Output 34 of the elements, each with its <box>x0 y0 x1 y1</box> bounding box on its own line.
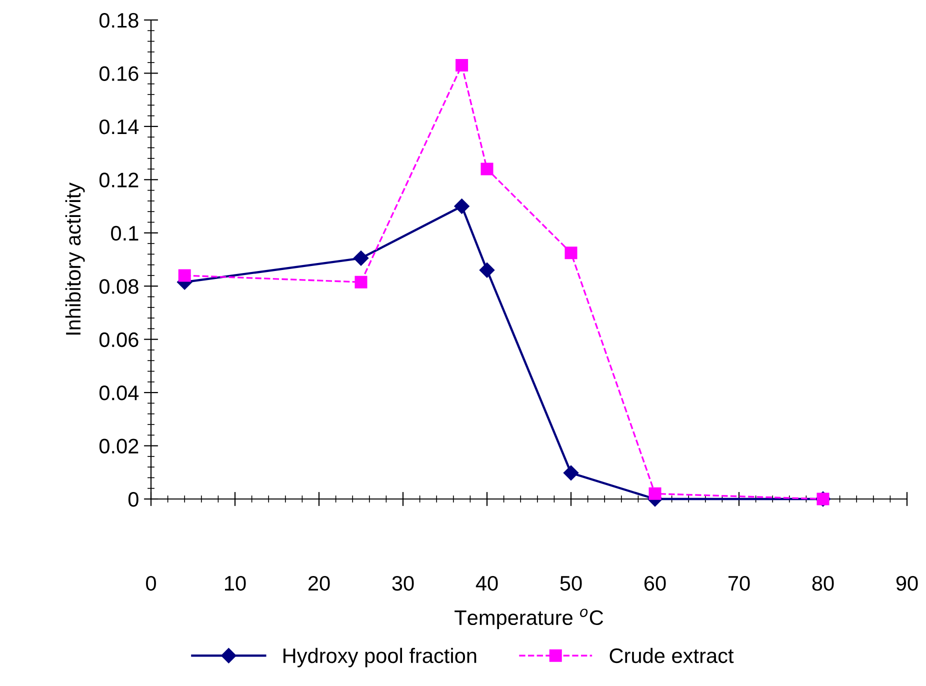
y-tick-label: 0.04 <box>99 386 139 400</box>
y-tick-label: 0.12 <box>99 172 138 188</box>
x-tick-label: 30 <box>392 576 414 591</box>
y-tick-label: 0.02 <box>99 438 138 454</box>
point <box>354 276 368 288</box>
y-tick-label: 0.14 <box>99 119 139 134</box>
point <box>353 250 369 266</box>
x-tick-label: 50 <box>560 576 582 591</box>
point <box>563 465 579 480</box>
legend-label: Crude extract <box>610 648 734 664</box>
x-tick-label: 0 <box>146 576 156 591</box>
x-tick-label: 60 <box>644 576 666 591</box>
x-tick-label: 20 <box>308 576 330 591</box>
x-tick-label: 80 <box>812 576 834 591</box>
point <box>178 269 191 282</box>
y-tick-label: 0.06 <box>99 332 138 348</box>
x-tick-label: 70 <box>728 576 750 591</box>
x-tick-label: 10 <box>225 576 246 591</box>
y-tick-label: 0.16 <box>99 66 138 81</box>
y-tick-label: 0 <box>128 492 138 507</box>
point <box>480 162 494 176</box>
x-tick-label: 40 <box>476 576 498 591</box>
x-tick-label: 90 <box>896 576 918 591</box>
y-tick-label: 0.1 <box>111 226 138 241</box>
point <box>648 487 662 500</box>
point <box>479 262 495 278</box>
y-tick-label: 0.18 <box>99 13 138 28</box>
point <box>454 198 470 214</box>
y-tick-label: 0.08 <box>99 279 138 294</box>
legend-label: Hydroxy pool fraction <box>284 648 476 668</box>
y-axis-title: Inhibitory activity <box>65 182 85 335</box>
point <box>564 246 578 260</box>
x-axis-title: Temperature $^{o}$C <box>454 608 604 630</box>
point <box>456 58 468 72</box>
